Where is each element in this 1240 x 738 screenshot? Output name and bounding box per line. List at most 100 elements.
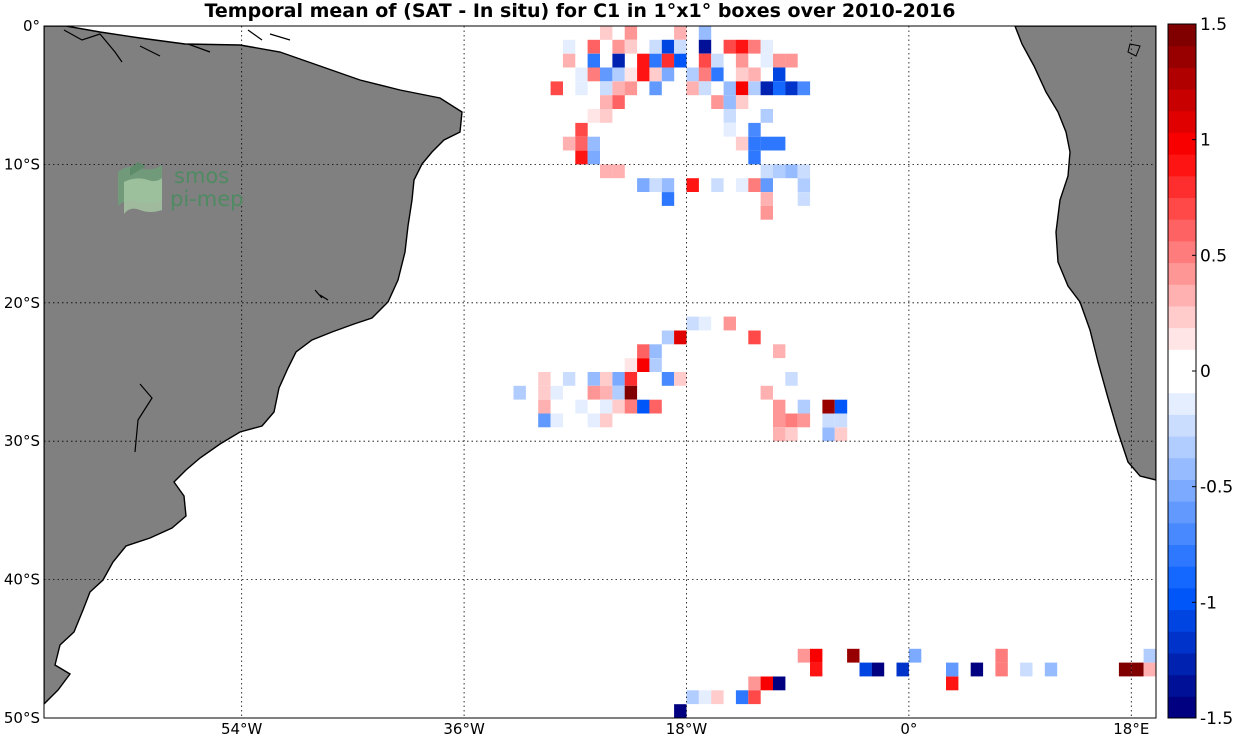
data-cell — [810, 648, 823, 663]
colorbar-tick-label: 0 — [1200, 362, 1211, 382]
data-cell — [785, 164, 798, 179]
data-cell — [723, 316, 736, 331]
data-cell — [773, 67, 786, 82]
data-cell — [575, 136, 588, 151]
data-cell — [797, 399, 811, 414]
data-cell — [760, 136, 773, 151]
data-cell — [748, 136, 761, 151]
colorbar-segment — [1168, 479, 1196, 502]
colorbar-segment — [1168, 436, 1196, 459]
data-cell — [686, 690, 699, 705]
smos-pimep-logo: smos pi-mep — [118, 162, 243, 214]
data-cell — [723, 122, 736, 137]
data-cell — [773, 344, 786, 359]
data-cell — [587, 109, 600, 123]
data-cell — [711, 95, 724, 109]
data-cell — [649, 399, 662, 414]
data-cell — [773, 427, 786, 442]
data-cell — [550, 385, 563, 400]
wave-logo-icon — [118, 162, 162, 214]
data-cell — [562, 53, 576, 68]
data-cell — [649, 39, 662, 54]
logo-text-line1: smos — [174, 164, 229, 188]
data-cell — [822, 427, 835, 442]
data-cell — [612, 385, 625, 400]
data-cell — [711, 690, 724, 705]
x-tick-label: 54°W — [221, 720, 263, 738]
data-cell — [735, 136, 749, 151]
data-cell — [674, 26, 687, 40]
data-cell — [587, 53, 600, 68]
data-cell — [624, 67, 638, 82]
colorbar-segment — [1168, 132, 1196, 155]
data-cell — [785, 427, 798, 442]
data-cell — [748, 122, 761, 137]
data-cell — [946, 676, 959, 691]
data-cell — [538, 385, 551, 400]
data-cell — [871, 662, 885, 677]
data-cell — [760, 109, 773, 123]
colorbar-segment — [1168, 67, 1196, 90]
data-cell — [587, 39, 600, 54]
data-cell — [612, 95, 625, 109]
data-cell — [723, 109, 736, 123]
data-cell — [661, 178, 675, 192]
colorbar-segment — [1168, 110, 1196, 133]
data-cell — [735, 81, 749, 96]
data-cell — [612, 81, 625, 96]
data-cell — [637, 67, 650, 82]
data-cell — [600, 413, 613, 428]
colorbar-segment — [1168, 501, 1196, 524]
data-cell — [637, 344, 650, 359]
data-cell — [834, 399, 848, 414]
data-cell — [797, 648, 811, 663]
data-cell — [995, 662, 1008, 677]
data-cell — [748, 67, 761, 82]
data-cell — [600, 399, 613, 414]
colorbar-segment — [1168, 240, 1196, 264]
data-cell — [748, 178, 761, 192]
data-cell — [686, 67, 699, 82]
data-cell — [587, 385, 600, 400]
data-cell — [600, 164, 613, 179]
data-cell — [723, 95, 736, 109]
data-cell — [760, 205, 773, 220]
data-cell — [698, 690, 712, 705]
data-cell — [810, 662, 823, 677]
axes-frame — [43, 25, 1157, 719]
data-cell — [773, 136, 786, 151]
data-cell — [970, 662, 984, 677]
data-cell — [612, 372, 625, 386]
data-cell — [859, 662, 872, 677]
colorbar-segment — [1168, 631, 1196, 654]
data-cell — [575, 122, 588, 137]
colorbar-segment — [1168, 522, 1196, 545]
data-cell — [1020, 662, 1033, 677]
data-cell — [760, 81, 773, 96]
colorbar-segment — [1168, 175, 1196, 198]
data-cell — [748, 81, 761, 96]
data-cell — [1143, 662, 1156, 677]
data-cell — [624, 81, 638, 96]
y-tick-label: 30°S — [4, 432, 40, 450]
data-cell — [711, 178, 724, 192]
data-cell — [637, 53, 650, 68]
data-cell — [587, 372, 600, 386]
colorbar-tick-label: -1.5 — [1200, 709, 1233, 729]
data-cell — [834, 427, 848, 442]
data-cell — [612, 399, 625, 414]
data-cell — [711, 67, 724, 82]
data-cell — [674, 39, 687, 54]
data-cell — [735, 178, 749, 192]
colorbar-segment — [1168, 305, 1196, 329]
data-cell — [1044, 662, 1058, 677]
colorbar-tick-label: 1 — [1200, 131, 1211, 151]
data-cell — [624, 26, 638, 40]
data-cell — [587, 150, 600, 165]
x-tick-label: 36°W — [443, 720, 485, 738]
data-cell — [624, 39, 638, 54]
data-cell — [773, 53, 786, 68]
data-cell — [600, 385, 613, 400]
data-cell — [748, 330, 761, 345]
